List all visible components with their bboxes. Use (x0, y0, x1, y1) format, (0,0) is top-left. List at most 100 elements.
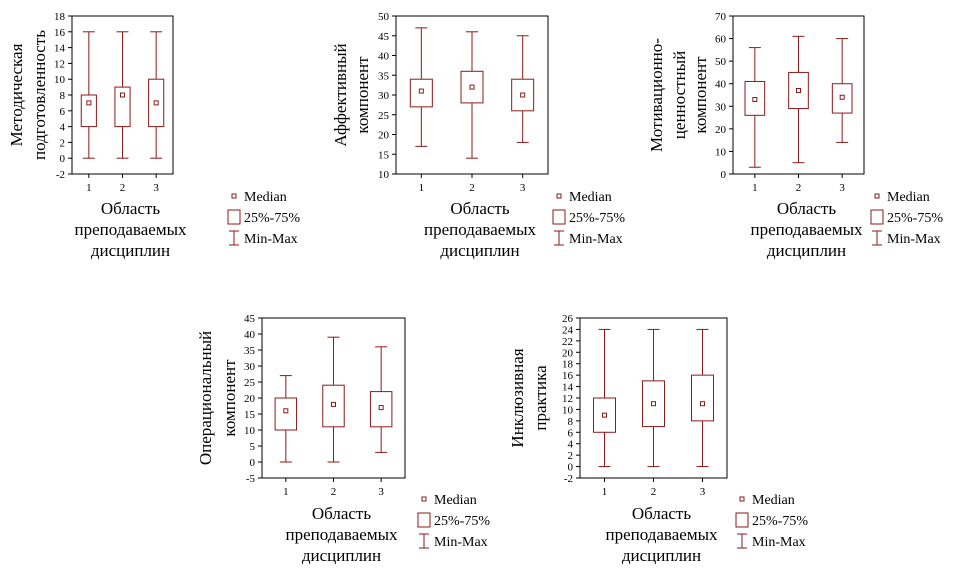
x-axis-label: преподаваемых (750, 220, 863, 239)
y-tick-label: 70 (715, 11, 727, 23)
y-tick-label: 20 (715, 124, 727, 136)
x-tick-label: 1 (283, 486, 289, 498)
median-marker (520, 92, 526, 98)
x-axis-label: дисциплин (622, 546, 701, 565)
x-tick-label: 3 (839, 182, 845, 194)
x-tick-label: 2 (651, 486, 657, 498)
x-axis-label: дисциплин (440, 241, 519, 260)
x-tick-label: 3 (520, 182, 526, 194)
legend: Median 25%-75% Min-Max (870, 190, 943, 247)
y-axis-label: компонент (691, 56, 710, 134)
legend-median-label: Median (244, 190, 287, 205)
y-tick-label: 0 (568, 462, 574, 474)
x-axis-label: преподаваемых (605, 525, 718, 544)
box-2 (460, 31, 484, 159)
y-tick-label: 10 (562, 404, 574, 416)
x-tick-label: 2 (796, 182, 802, 194)
legend-box-icon (870, 209, 884, 225)
y-axis-label: Инклюзивная (508, 348, 527, 447)
median-marker (752, 97, 758, 103)
x-tick-label: 1 (419, 182, 425, 194)
y-axis-label: компонент (353, 56, 372, 134)
legend-whisker-label: Min-Max (569, 232, 623, 247)
y-axis-label: Методическая (7, 43, 26, 146)
x-axis-label: дисциплин (302, 546, 381, 565)
y-tick-label: 6 (568, 427, 574, 439)
x-tick-label: 2 (331, 486, 337, 498)
y-tick-label: 35 (378, 70, 390, 82)
median-marker (153, 100, 159, 106)
y-tick-label: 60 (715, 34, 727, 46)
legend-whisker-label: Min-Max (244, 232, 298, 247)
box-2 (642, 328, 665, 468)
y-tick-label: 18 (54, 11, 66, 23)
y-tick-label: 20 (562, 347, 574, 359)
y-tick-label: 8 (568, 416, 574, 428)
legend-box-icon (417, 512, 431, 528)
box-2 (114, 31, 131, 159)
y-tick-label: -5 (246, 473, 256, 485)
y-tick-label: 0 (721, 169, 727, 181)
y-axis-label: ценностный (670, 51, 689, 139)
y-tick-label: 35 (244, 345, 256, 357)
median-marker (651, 401, 656, 407)
box-3 (148, 31, 165, 159)
chart-panel-3: 0 10 20 30 40 50 60 70 1 2 3 Мотивационно-ценностны… (647, 11, 943, 260)
x-axis-label: дисциплин (767, 241, 846, 260)
median-marker (378, 405, 384, 411)
y-axis-label: Мотивационно- (647, 38, 666, 152)
y-axis-label: Аффективный (331, 43, 350, 146)
box-1 (744, 47, 766, 168)
y-tick-label: 18 (562, 359, 574, 371)
y-tick-label: 12 (562, 393, 573, 405)
x-tick-label: 3 (700, 486, 706, 498)
median-marker (796, 87, 801, 93)
x-tick-label: 1 (86, 182, 92, 194)
median-marker (700, 401, 705, 407)
y-tick-label: 12 (54, 58, 65, 70)
median-marker (331, 401, 336, 407)
y-tick-label: 10 (54, 74, 66, 86)
y-tick-label: 4 (568, 439, 574, 451)
y-tick-label: 30 (378, 90, 390, 102)
iqr-box (691, 374, 714, 422)
chart-panel-2: 10 15 20 25 30 35 40 45 50 1 2 3 Аффективный компонен… (331, 11, 625, 260)
legend-box-label: 25%-75% (887, 211, 943, 226)
x-axis-label: преподаваемых (424, 220, 537, 239)
y-tick-label: 20 (378, 130, 390, 142)
y-axis-label: практика (531, 365, 550, 431)
legend-whisker-label: Min-Max (752, 535, 806, 550)
y-tick-label: 40 (378, 51, 390, 63)
legend: Median 25%-75% Min-Max (552, 190, 625, 247)
box-3 (831, 38, 853, 143)
y-tick-label: 50 (715, 56, 727, 68)
x-axis-label: преподаваемых (285, 525, 398, 544)
iqr-box (80, 94, 97, 128)
y-tick-label: 30 (244, 361, 256, 373)
legend-box-label: 25%-75% (569, 211, 625, 226)
x-tick-label: 3 (378, 486, 384, 498)
x-axis-label: Область (632, 504, 692, 523)
median-marker (839, 94, 845, 100)
y-tick-label: 25 (244, 377, 256, 389)
legend-median-label: Median (569, 190, 612, 205)
y-tick-label: 8 (60, 90, 66, 102)
legend-median-label: Median (887, 190, 930, 205)
y-tick-label: 10 (378, 169, 390, 181)
y-axis-label: Операциональный (196, 331, 215, 465)
iqr-box (114, 86, 131, 128)
y-tick-label: 6 (60, 106, 66, 118)
y-tick-label: 45 (244, 313, 256, 325)
y-axis-label: компонент (220, 359, 239, 437)
box-2 (322, 336, 345, 463)
iqr-box (274, 397, 298, 431)
x-tick-label: 1 (602, 486, 608, 498)
legend-median-icon (874, 193, 880, 199)
y-tick-label: 16 (54, 27, 66, 39)
x-tick-label: 1 (752, 182, 758, 194)
legend-median-icon (556, 193, 562, 199)
median-marker (120, 92, 125, 98)
